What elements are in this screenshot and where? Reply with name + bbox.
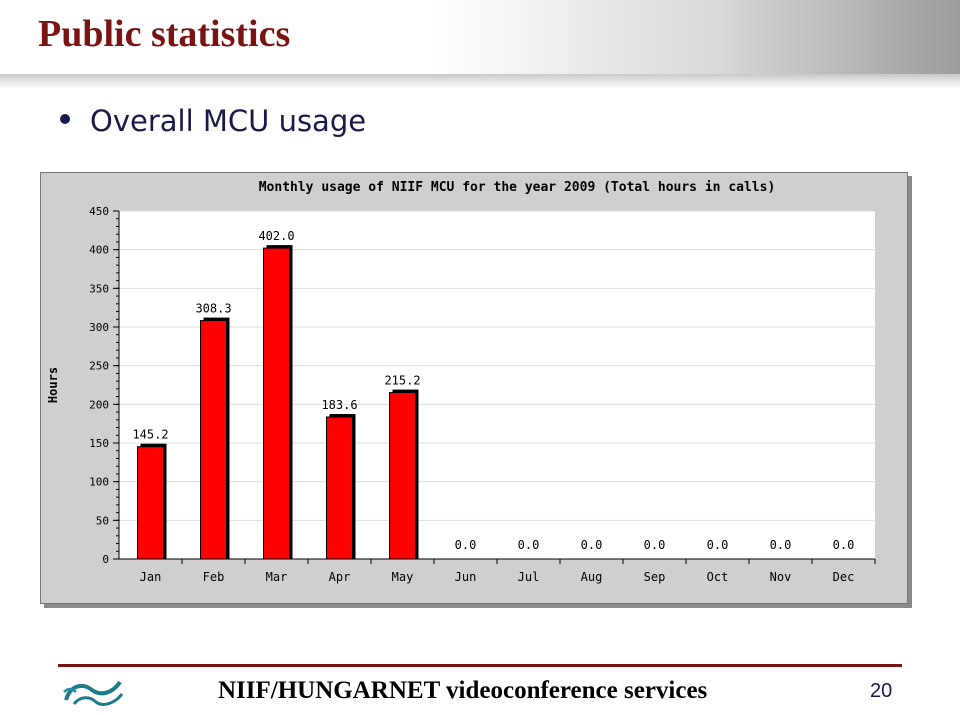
y-tick-label: 200 — [89, 398, 109, 411]
niif-logo-icon — [63, 680, 124, 706]
x-tick-label: Sep — [644, 570, 666, 584]
bar-value-label: 402.0 — [258, 229, 294, 243]
bar — [263, 247, 290, 560]
bar-value-label: 0.0 — [770, 538, 792, 552]
y-tick-label: 0 — [102, 553, 109, 566]
y-tick-label: 400 — [89, 244, 109, 257]
title-divider — [0, 74, 960, 88]
bullet-dot-icon — [60, 114, 70, 124]
x-tick-label: Oct — [707, 570, 729, 584]
y-axis-label: Hours — [46, 367, 60, 403]
footer-divider — [58, 664, 902, 667]
bar-value-label: 183.6 — [321, 398, 357, 412]
x-tick-label: Apr — [329, 570, 351, 584]
bar — [137, 446, 164, 560]
footer-text: NIIF/HUNGARNET videoconference services — [218, 677, 708, 704]
x-tick-label: Nov — [770, 570, 792, 584]
x-tick-label: Aug — [581, 570, 603, 584]
bar-value-label: 0.0 — [833, 538, 855, 552]
x-tick-label: Mar — [266, 570, 288, 584]
y-tick-label: 300 — [89, 321, 109, 334]
bar-value-label: 215.2 — [384, 374, 420, 388]
bullet-item: Overall MCU usage — [60, 104, 366, 138]
chart-title: Monthly usage of NIIF MCU for the year 2… — [259, 180, 776, 195]
plot-area — [119, 211, 875, 559]
bar — [326, 416, 353, 560]
bar-chart: Monthly usage of NIIF MCU for the year 2… — [46, 180, 876, 584]
x-tick-label: Jun — [455, 570, 477, 584]
bar-value-label: 0.0 — [518, 538, 540, 552]
bullet-text: Overall MCU usage — [90, 104, 367, 138]
x-tick-label: Jul — [518, 570, 540, 584]
bar-value-label: 145.2 — [132, 428, 168, 442]
x-tick-label: Feb — [203, 570, 225, 584]
bar — [200, 320, 227, 560]
bar-value-label: 0.0 — [644, 538, 666, 552]
y-tick-label: 250 — [89, 360, 109, 373]
bar-value-label: 0.0 — [707, 538, 729, 552]
bar-value-label: 308.3 — [195, 302, 231, 316]
page-number: 20 — [870, 680, 893, 702]
y-tick-label: 150 — [89, 437, 109, 450]
title-band — [0, 0, 960, 78]
x-tick-label: Jan — [140, 570, 162, 584]
slide-title: Public statistics — [38, 13, 291, 55]
y-tick-label: 450 — [89, 205, 109, 218]
bar — [389, 392, 416, 560]
bar-value-label: 0.0 — [455, 538, 477, 552]
bar-value-label: 0.0 — [581, 538, 603, 552]
chart-frame: Monthly usage of NIIF MCU for the year 2… — [40, 172, 908, 604]
x-tick-label: May — [392, 570, 414, 584]
y-tick-label: 100 — [89, 476, 109, 489]
y-tick-label: 350 — [89, 282, 109, 295]
y-tick-label: 50 — [96, 514, 109, 527]
x-tick-label: Dec — [833, 570, 855, 584]
